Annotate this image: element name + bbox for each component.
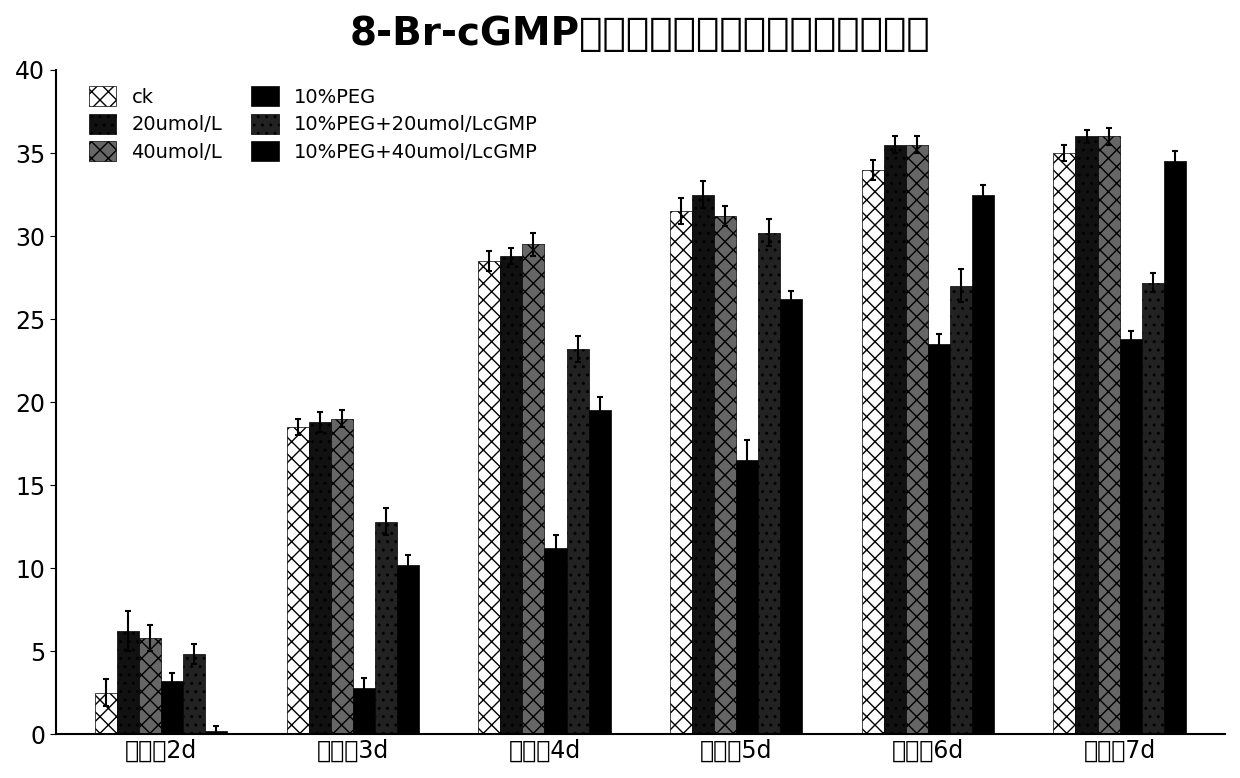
Bar xyxy=(331,419,353,734)
Bar xyxy=(205,731,227,734)
Bar xyxy=(397,565,419,734)
Bar xyxy=(161,681,184,734)
Bar xyxy=(780,299,802,734)
Bar xyxy=(906,145,928,734)
Bar xyxy=(184,654,205,734)
Bar xyxy=(1142,282,1163,734)
Bar xyxy=(522,244,544,734)
Bar xyxy=(286,427,309,734)
Bar xyxy=(692,194,714,734)
Bar xyxy=(1075,136,1097,734)
Bar xyxy=(139,638,161,734)
Bar xyxy=(928,344,950,734)
Bar xyxy=(501,256,522,734)
Bar xyxy=(950,286,972,734)
Legend: ck, 20umol/L, 40umol/L, 10%PEG, 10%PEG+20umol/LcGMP, 10%PEG+40umol/LcGMP: ck, 20umol/L, 40umol/L, 10%PEG, 10%PEG+2… xyxy=(89,86,538,162)
Bar xyxy=(374,521,397,734)
Bar xyxy=(714,216,737,734)
Bar xyxy=(884,145,906,734)
Bar xyxy=(479,261,501,734)
Bar xyxy=(567,349,589,734)
Bar xyxy=(589,410,610,734)
Bar xyxy=(862,170,884,734)
Bar xyxy=(117,631,139,734)
Bar xyxy=(1163,161,1185,734)
Bar xyxy=(1120,339,1142,734)
Bar xyxy=(1097,136,1120,734)
Bar xyxy=(1054,153,1075,734)
Bar xyxy=(972,194,994,734)
Bar xyxy=(758,233,780,734)
Bar xyxy=(95,692,117,734)
Bar xyxy=(670,211,692,734)
Bar xyxy=(737,460,758,734)
Bar xyxy=(544,548,567,734)
Bar xyxy=(309,422,331,734)
Bar xyxy=(353,688,374,734)
Title: 8-Br-cGMP对干旱胁迫下番茄种子萌发的影响: 8-Br-cGMP对干旱胁迫下番茄种子萌发的影响 xyxy=(350,15,931,53)
